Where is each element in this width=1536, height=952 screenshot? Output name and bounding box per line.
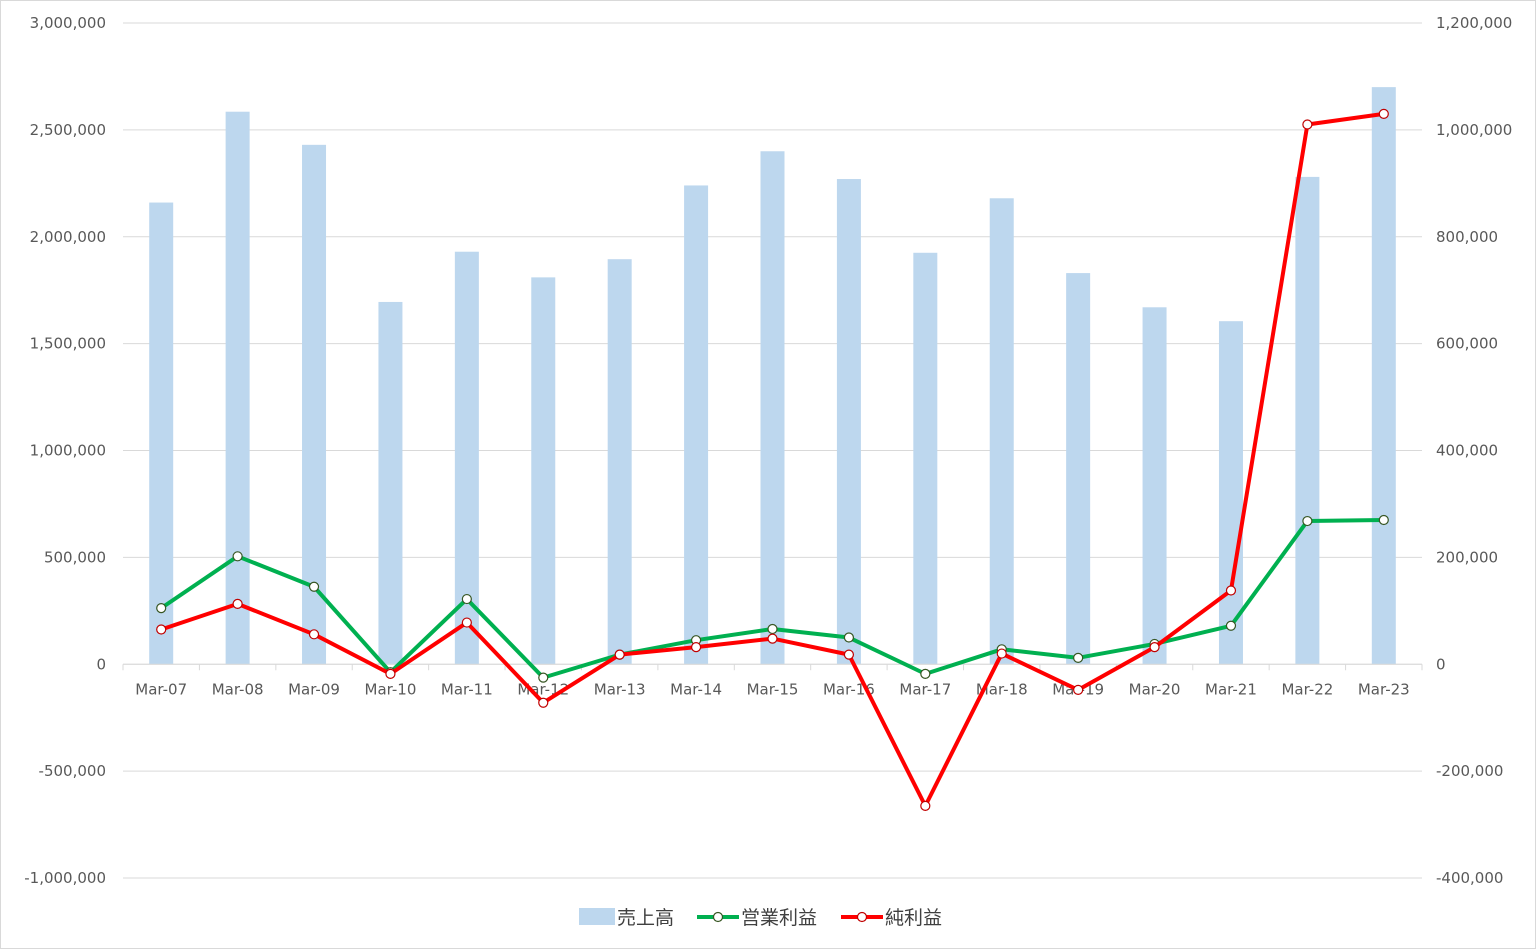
x-axis: Mar-07 Mar-08 Mar-09 Mar-10 Mar-11 Mar-12 Mar-… (122, 663, 1423, 698)
x-tick-label: Mar-23 (1358, 680, 1410, 698)
x-tick-label: Mar-18 (976, 680, 1028, 698)
left-y-tick-label: -1,000,000 (24, 869, 106, 887)
bar-series (149, 87, 1396, 665)
right-y-tick-label: 200,000 (1436, 548, 1498, 566)
line-point-marker (385, 668, 396, 679)
legend-item: 売上高 (579, 907, 674, 929)
right-y-axis: -400,000 -200,000 0 200,000 400,000 600,000 80… (1436, 14, 1512, 887)
legend-swatch-bar (579, 908, 615, 925)
line-point-marker (308, 581, 320, 592)
left-y-tick-label: 1,500,000 (30, 335, 106, 353)
x-tick-label: Mar-10 (365, 680, 417, 698)
right-y-tick-label: 1,200,000 (1436, 14, 1512, 32)
line-point-marker (920, 800, 931, 811)
bar-sales (378, 301, 403, 665)
bar-sales (760, 151, 785, 665)
x-tick-label: Mar-11 (441, 680, 493, 698)
bar-sales (1066, 273, 1091, 665)
right-y-tick-label: 800,000 (1436, 228, 1498, 246)
bar-sales (913, 252, 938, 665)
x-tick-label: Mar-08 (212, 680, 264, 698)
line-point-marker (461, 593, 472, 605)
line-point-marker (1073, 652, 1084, 663)
right-y-tick-label: 0 (1436, 655, 1446, 673)
line-point-marker (843, 649, 855, 660)
right-y-tick-label: 600,000 (1436, 335, 1498, 353)
left-y-tick-label: 2,500,000 (30, 121, 106, 139)
legend-label: 売上高 (617, 907, 674, 929)
right-y-tick-label: 1,000,000 (1436, 121, 1512, 139)
x-tick-label: Mar-09 (288, 680, 340, 698)
x-tick-label: Mar-13 (594, 680, 646, 698)
line-point-marker (156, 603, 167, 614)
bar-sales (531, 277, 556, 665)
bar-sales (1218, 321, 1243, 665)
line-series (156, 108, 1389, 811)
x-tick-label: Mar-20 (1129, 680, 1181, 698)
line-point-marker (996, 648, 1007, 659)
left-y-tick-label: 500,000 (44, 548, 106, 566)
left-y-tick-label: 1,000,000 (30, 442, 106, 460)
bar-sales (225, 111, 250, 665)
right-y-tick-label: -200,000 (1436, 762, 1503, 780)
x-tick-label: Mar-17 (899, 680, 951, 698)
bar-sales (302, 144, 327, 665)
line-point-marker (1378, 514, 1389, 526)
x-tick-label: Mar-14 (670, 680, 722, 698)
line-point-marker (614, 649, 625, 660)
bar-sales (836, 179, 861, 665)
line-point-marker (1302, 515, 1313, 527)
legend-marker (856, 911, 868, 923)
line-point-marker (232, 551, 243, 562)
line-point-marker (1378, 108, 1389, 119)
right-y-tick-label: -400,000 (1436, 869, 1503, 887)
line-point-marker (1073, 684, 1084, 696)
line-point-marker (308, 629, 320, 640)
line-point-marker (843, 632, 855, 643)
legend-label: 営業利益 (741, 907, 817, 929)
line-point-marker (538, 697, 549, 708)
left-y-axis: -1,000,000 -500,000 0 500,000 1,000,000 1,500… (24, 14, 106, 887)
right-y-tick-label: 400,000 (1436, 442, 1498, 460)
left-y-tick-label: 2,000,000 (30, 228, 106, 246)
left-y-tick-label: -500,000 (39, 762, 106, 780)
bar-sales (607, 259, 632, 665)
line-point-marker (156, 624, 167, 635)
left-y-tick-label: 3,000,000 (30, 14, 106, 32)
bar-sales (1295, 176, 1320, 665)
line-point-marker (461, 617, 472, 628)
line-point-marker (767, 623, 778, 635)
legend-label: 純利益 (885, 907, 942, 929)
line-point-marker (1225, 620, 1237, 631)
bar-sales (149, 202, 174, 665)
legend-item: 純利益 (841, 907, 942, 929)
legend: 売上高 営業利益 純利益 (579, 907, 942, 929)
bar-sales (989, 198, 1014, 665)
x-tick-label: Mar-07 (135, 680, 187, 698)
bar-sales (684, 185, 709, 665)
x-tick-label: Mar-22 (1281, 680, 1333, 698)
line-point-marker (1302, 119, 1313, 130)
x-tick-label: Mar-15 (747, 680, 799, 698)
line-point-marker (1149, 642, 1160, 653)
line-point-marker (920, 668, 931, 679)
bar-sales (1142, 307, 1167, 665)
line-point-marker (690, 642, 702, 653)
line-point-marker (232, 598, 243, 609)
x-tick-label: Mar-16 (823, 680, 875, 698)
x-tick-label: Mar-21 (1205, 680, 1257, 698)
legend-item: 営業利益 (697, 907, 817, 929)
line-point-marker (767, 633, 778, 644)
left-y-tick-label: 0 (96, 655, 106, 673)
bar-sales (1371, 87, 1396, 665)
line-point-marker (1225, 585, 1237, 596)
legend-marker (712, 911, 724, 923)
line-point-marker (538, 672, 549, 683)
